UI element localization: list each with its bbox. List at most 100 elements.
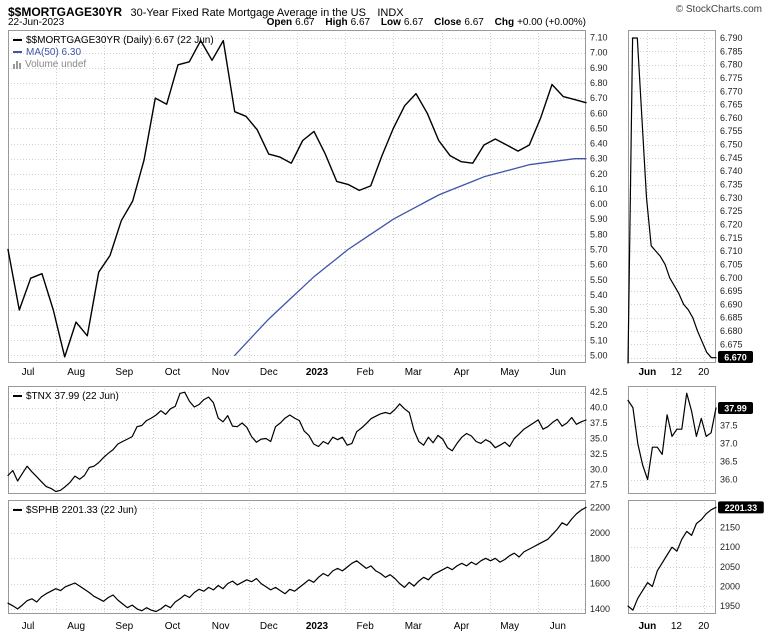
svg-text:6.770: 6.770 [720,86,743,96]
chg-label: Chg [494,17,515,28]
last-value-badge [718,401,753,414]
copyright: © StockCharts.com [675,4,762,15]
svg-text:6.675: 6.675 [720,339,743,349]
svg-text:May: May [500,621,519,632]
legend-mortgage-price-label: $$MORTGAGE30YR (Daily) 6.67 (22 Jun) [26,34,214,46]
y-axis-labels: 2200 2000 1800 1600 1400 [590,503,610,614]
svg-text:Aug: Aug [67,367,85,378]
svg-text:Jun: Jun [550,367,566,378]
svg-text:5.90: 5.90 [590,214,608,224]
legend-volume-label: Volume undef [25,58,87,70]
legend-sphb-row: $SPHB 2201.33 (22 Jun) [13,504,137,516]
tnx-line-swatch [13,395,22,397]
svg-text:6.765: 6.765 [720,100,743,110]
svg-text:6.705: 6.705 [720,259,743,269]
svg-text:Dec: Dec [260,367,278,378]
price-line [627,37,717,364]
svg-text:6.690: 6.690 [720,299,743,309]
plot-border [8,386,586,494]
gridlines [628,30,716,363]
svg-text:6.785: 6.785 [720,46,743,56]
svg-text:6.740: 6.740 [720,166,743,176]
svg-text:6.710: 6.710 [720,246,743,256]
svg-text:5.60: 5.60 [590,260,608,270]
gridlines [8,30,586,363]
plot-border [628,30,716,363]
svg-text:Nov: Nov [212,621,230,632]
plot-border [628,386,716,494]
price-line [7,39,587,358]
svg-text:6.730: 6.730 [720,193,743,203]
mortgage-main-chart: 7.10 7.00 6.90 6.80 6.70 6.60 6.50 6.40 6.30 6.20… [7,30,608,378]
legend-sphb: $SPHB 2201.33 (22 Jun) [13,504,137,516]
y-axis-labels: 42.5 40.0 37.5 35.0 32.5 30.0 27.5 [590,387,608,490]
svg-text:6.755: 6.755 [720,126,743,136]
price-line-swatch [13,39,22,41]
svg-text:Nov: Nov [212,367,230,378]
svg-text:6.725: 6.725 [720,206,743,216]
svg-text:1400: 1400 [590,604,610,614]
y-axis-labels: 37.5 37.0 36.5 36.0 [720,421,738,485]
plot-border [628,500,716,614]
svg-text:Sep: Sep [115,621,133,632]
svg-text:Jul: Jul [22,621,35,632]
svg-text:6.745: 6.745 [720,153,743,163]
svg-text:6.700: 6.700 [720,273,743,283]
symbol: $$MORTGAGE30YR [8,5,123,19]
chart-title-row: $$MORTGAGE30YR 30-Year Fixed Rate Mortga… [8,3,762,19]
mortgage-mini-chart: 6.790 6.785 6.780 6.775 6.770 6.765 6.760 6.755… [627,30,753,378]
svg-text:2023: 2023 [306,621,329,632]
low-value: 6.67 [403,17,424,28]
svg-text:6.695: 6.695 [720,286,743,296]
svg-text:35.0: 35.0 [590,433,608,443]
svg-text:5.50: 5.50 [590,275,608,285]
svg-text:6.40: 6.40 [590,139,608,149]
svg-text:37.5: 37.5 [720,421,738,431]
svg-text:6.715: 6.715 [720,233,743,243]
svg-text:2000: 2000 [590,528,610,538]
gridlines [628,386,716,494]
svg-text:Jun: Jun [638,367,656,378]
svg-text:7.10: 7.10 [590,33,608,43]
svg-text:Oct: Oct [165,621,181,632]
svg-text:6.760: 6.760 [720,113,743,123]
svg-text:7.00: 7.00 [590,48,608,58]
svg-text:36.0: 36.0 [720,475,738,485]
svg-text:20: 20 [698,621,710,632]
svg-text:6.735: 6.735 [720,180,743,190]
tnx-mini-chart: 37.5 37.0 36.5 36.0 37.99 [627,386,753,494]
svg-text:5.10: 5.10 [590,335,608,345]
svg-text:5.70: 5.70 [590,244,608,254]
svg-text:1800: 1800 [590,553,610,563]
svg-text:6.680: 6.680 [720,326,743,336]
svg-text:5.40: 5.40 [590,290,608,300]
svg-text:20: 20 [698,367,710,378]
svg-text:6.80: 6.80 [590,78,608,88]
svg-text:12: 12 [671,367,683,378]
volume-bars-icon [13,60,21,69]
svg-text:6.790: 6.790 [720,33,743,43]
svg-text:6.50: 6.50 [590,123,608,133]
last-value-badge [718,351,753,363]
svg-text:Oct: Oct [165,367,181,378]
ma50-line-swatch [13,51,22,53]
symbol-description: 30-Year Fixed Rate Mortgage Average in t… [130,7,366,19]
svg-text:5.30: 5.30 [590,305,608,315]
y-axis-labels: 7.10 7.00 6.90 6.80 6.70 6.60 6.50 6.40 6.30 6.20… [590,33,608,361]
gridlines [8,500,586,614]
last-value-badge-text: 37.99 [724,403,747,413]
svg-text:2150: 2150 [720,523,740,533]
last-value-badge [718,501,764,514]
svg-text:6.750: 6.750 [720,140,743,150]
sphb-main-chart: 2200 2000 1800 1600 1400 Jul Aug Sep Oct Nov Dec 20… [7,500,610,632]
legend-volume-row: Volume undef [13,58,214,70]
svg-text:30.0: 30.0 [590,464,608,474]
svg-text:5.80: 5.80 [590,229,608,239]
close-label: Close [434,17,462,28]
svg-text:May: May [500,367,519,378]
legend-mortgage-price-row: $$MORTGAGE30YR (Daily) 6.67 (22 Jun) [13,34,214,46]
svg-text:5.00: 5.00 [590,350,608,360]
svg-text:Mar: Mar [405,367,423,378]
svg-text:12: 12 [671,621,683,632]
